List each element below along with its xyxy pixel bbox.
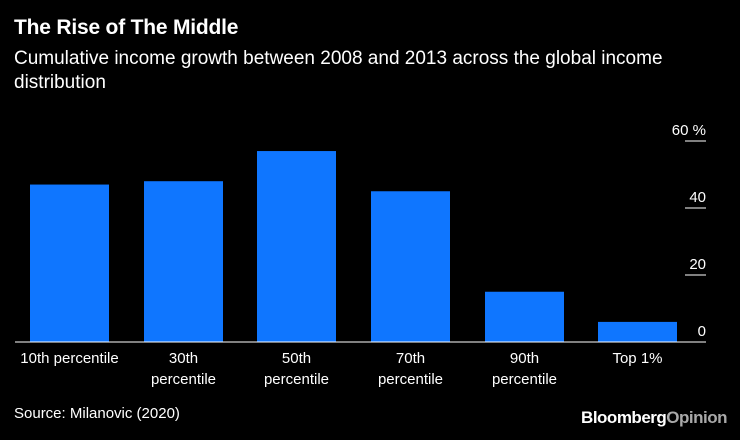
x-tick-label: 50th percentile [264, 350, 329, 388]
bar [371, 191, 450, 342]
x-tick-label-line: 70th [396, 350, 425, 367]
x-tick-label-line: 50th [282, 350, 311, 367]
source-note: Source: Milanovic (2020) [14, 405, 180, 422]
x-tick-label-line: Top 1% [612, 350, 662, 367]
y-tick-label: 60 % [672, 122, 706, 139]
chart-title: The Rise of The Middle [14, 16, 239, 39]
bar [485, 291, 564, 342]
brand-main: Bloomberg [581, 408, 667, 427]
y-tick-label: 20 [689, 256, 706, 273]
y-tick-label: 40 [689, 189, 706, 206]
x-tick-label: 10th percentile [20, 350, 118, 367]
x-tick-label-line: percentile [264, 371, 329, 388]
chart-subtitle: Cumulative income growth between 2008 an… [14, 48, 663, 93]
x-tick-label-line: percentile [492, 371, 557, 388]
bloomberg-opinion-logo: BloombergOpinion [581, 408, 727, 428]
brand-accent: Opinion [666, 408, 727, 427]
x-tick-label: 90th percentile [492, 350, 557, 388]
x-tick-label-line: 30th [169, 350, 198, 367]
bar [598, 321, 677, 342]
bar [144, 181, 223, 342]
x-tick-label-line: percentile [378, 371, 443, 388]
x-tick-label-line: 90th [510, 350, 539, 367]
x-tick-label: Top 1% [612, 350, 662, 367]
x-tick-label-line: percentile [151, 371, 216, 388]
bar [257, 151, 336, 342]
y-tick-label: 0 [698, 323, 706, 340]
x-tick-label: 70th percentile [378, 350, 443, 388]
bar [30, 184, 109, 342]
x-tick-label-line: 10th percentile [20, 350, 118, 367]
x-tick-label: 30th percentile [151, 350, 216, 388]
